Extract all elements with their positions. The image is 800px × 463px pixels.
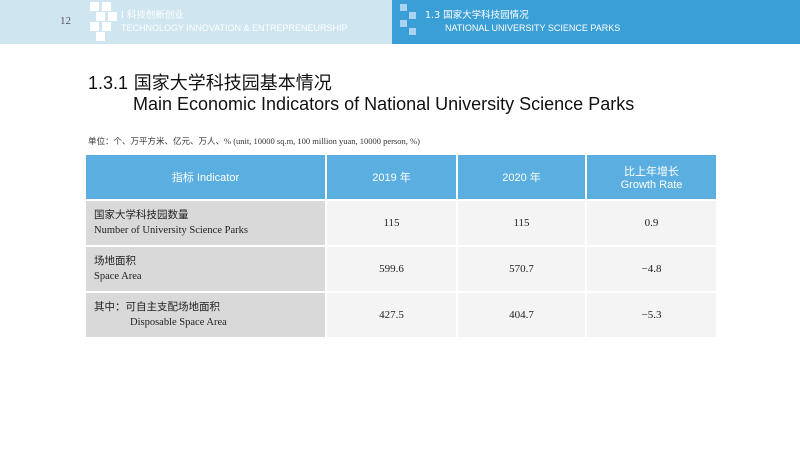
indicator-cell: 场地面积 Space Area [86, 245, 327, 292]
value-growth: 0.9 [586, 199, 716, 246]
header-growth: 比上年增长 Growth Rate [586, 155, 716, 200]
page-title: 1.3.1 国家大学科技园基本情况 [88, 72, 332, 95]
title-en: Main Economic Indicators of National Uni… [133, 94, 635, 114]
decorative-squares [86, 0, 117, 44]
header-growth-en: Growth Rate [620, 179, 683, 191]
chapter-label: I 科技创新创业 TECHNOLOGY INNOVATION & ENTREPR… [121, 9, 348, 35]
header-band-right [392, 0, 800, 44]
page-number: 12 [60, 15, 71, 27]
header-2019: 2019 年 [326, 155, 458, 200]
value-2019: 115 [326, 199, 458, 246]
decorative-squares-right [398, 0, 420, 44]
indicator-en: Space Area [94, 271, 142, 282]
header-growth-cn: 比上年增长 [624, 166, 679, 178]
table-row: 国家大学科技园数量 Number of University Science P… [86, 199, 716, 246]
header-2020: 2020 年 [457, 155, 587, 200]
section-cn: 1.3 国家大学科技园情况 [425, 10, 529, 21]
indicator-cn: 国家大学科技园数量 [94, 209, 189, 221]
value-growth: −4.8 [586, 245, 716, 292]
title-cn: 国家大学科技园基本情况 [133, 73, 332, 94]
chapter-cn: I 科技创新创业 [121, 10, 184, 21]
unit-note: 单位：个、万平方米、亿元、万人、% (unit, 10000 sq.m, 100… [88, 136, 420, 146]
indicator-cn: 其中：可自主支配场地面积 [94, 301, 220, 313]
indicator-en: Disposable Space Area [130, 317, 227, 328]
title-number: 1.3.1 [88, 73, 129, 93]
header-band-left [0, 0, 392, 44]
table-header-row: 指标 Indicator 2019 年 2020 年 比上年增长 Growth … [86, 155, 716, 200]
header-indicator: 指标 Indicator [86, 155, 327, 200]
table-row: 场地面积 Space Area 599.6 570.7 −4.8 [86, 245, 716, 292]
section-label: 1.3 国家大学科技园情况 NATIONAL UNIVERSITY SCIENC… [425, 9, 620, 35]
indicator-cn: 场地面积 [94, 255, 136, 267]
value-2019: 599.6 [326, 245, 458, 292]
value-2020: 570.7 [457, 245, 587, 292]
chapter-en: TECHNOLOGY INNOVATION & ENTREPRENEURSHIP [121, 23, 348, 33]
value-2019: 427.5 [326, 291, 458, 337]
value-2020: 115 [457, 199, 587, 246]
value-growth: −5.3 [586, 291, 716, 337]
indicator-cell: 其中：可自主支配场地面积 Disposable Space Area [86, 291, 327, 337]
section-en: NATIONAL UNIVERSITY SCIENCE PARKS [445, 23, 621, 33]
indicator-en: Number of University Science Parks [94, 225, 248, 236]
indicator-cell: 国家大学科技园数量 Number of University Science P… [86, 199, 327, 246]
value-2020: 404.7 [457, 291, 587, 337]
table-row: 其中：可自主支配场地面积 Disposable Space Area 427.5… [86, 291, 716, 337]
indicators-table: 指标 Indicator 2019 年 2020 年 比上年增长 Growth … [86, 155, 716, 337]
